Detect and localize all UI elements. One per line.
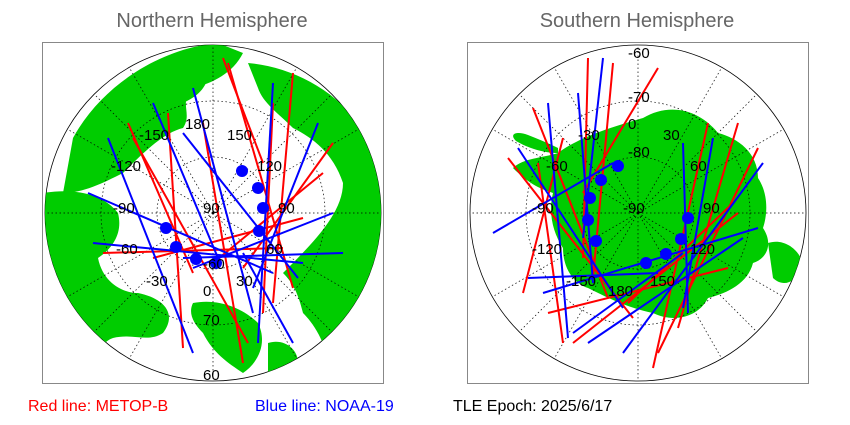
north-lon-label: -90: [113, 200, 135, 217]
south-lon-label: -30: [578, 127, 600, 144]
north-lon-label: 120: [257, 158, 282, 175]
north-pass-dots: [160, 165, 269, 269]
south-lon-label: 0: [628, 116, 636, 133]
south-title: Southern Hemisphere: [539, 10, 735, 32]
north-lon-label: -120: [111, 158, 141, 175]
south-lon-label: 120: [690, 241, 715, 258]
south-lon-label: -90: [532, 200, 554, 217]
south-lon-label: -60: [546, 158, 568, 175]
south-lon-label: -120: [532, 241, 562, 258]
north-lon-label: 60: [266, 241, 283, 258]
south-land: [513, 109, 803, 318]
south-lon-label: 150: [650, 273, 675, 290]
north-lat-label: 60: [203, 367, 220, 383]
north-lon-label: -60: [116, 241, 138, 258]
south-map-svg: -60 -70 -80 -30 0 30 -60 60 -90 90 -90 -…: [469, 44, 807, 382]
north-lon-label: 180: [185, 116, 210, 133]
north-title: Northern Hemisphere: [116, 10, 308, 32]
south-lat-labels: -60 -70 -80: [628, 45, 650, 161]
north-lat-label: 70: [203, 312, 220, 329]
north-lon-label: 0: [203, 283, 211, 300]
north-map: -150 180 150 -120 120 -90 90 90 -60 60 -…: [42, 42, 384, 384]
legend-metop: Red line: METOP-B: [28, 398, 169, 415]
north-land: [45, 45, 381, 381]
south-lon-label: 90: [703, 200, 720, 217]
north-lon-label: 30: [236, 273, 253, 290]
north-lon-label: 90: [278, 200, 295, 217]
south-lon-label: 180: [608, 283, 633, 300]
south-lon-label: -90: [623, 200, 645, 217]
south-lon-label: -150: [566, 273, 596, 290]
north-lon-labels: -150 180 150 -120 120 -90 90 90 -60 60 -…: [111, 116, 295, 300]
legend-epoch: TLE Epoch: 2025/6/17: [453, 398, 613, 415]
north-lon-label: -30: [146, 273, 168, 290]
south-lat-label: -80: [628, 144, 650, 161]
legend-noaa: Blue line: NOAA-19: [255, 398, 394, 415]
north-lon-label: 150: [227, 127, 252, 144]
south-map: -60 -70 -80 -30 0 30 -60 60 -90 90 -90 -…: [467, 42, 809, 384]
south-pass-dots: [582, 160, 694, 269]
north-lon-label: -60: [203, 256, 225, 273]
south-lat-label: -60: [628, 45, 650, 62]
north-lon-label: -150: [139, 127, 169, 144]
south-lon-label: 60: [690, 158, 707, 175]
south-lon-label: 30: [663, 127, 680, 144]
north-map-svg: -150 180 150 -120 120 -90 90 90 -60 60 -…: [44, 44, 382, 383]
south-lon-labels: -30 0 30 -60 60 -90 90 -90 -120 120 -150…: [532, 116, 720, 300]
north-lat-labels: 70 60: [203, 312, 220, 383]
south-noaa-tracks: [492, 57, 764, 354]
south-lat-label: -70: [628, 89, 650, 106]
north-lon-label: 90: [203, 200, 220, 217]
